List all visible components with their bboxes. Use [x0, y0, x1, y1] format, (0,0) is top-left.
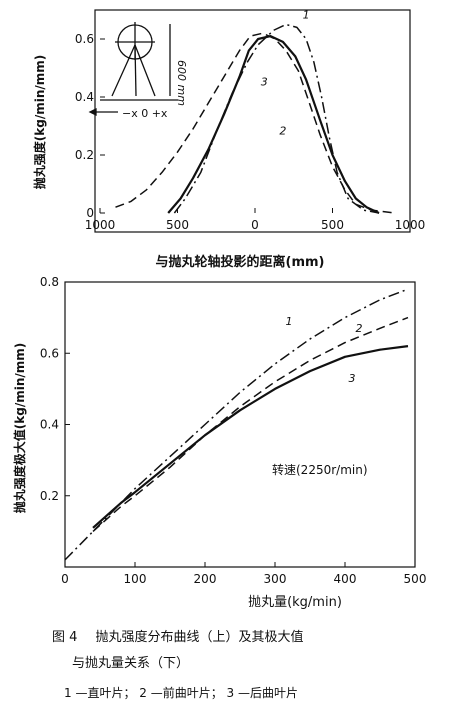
- bottom-x-tick-label: 400: [334, 572, 357, 586]
- bottom-y-axis-label: 抛丸强度极大值(kg/min/mm): [12, 343, 27, 513]
- figure-caption-line2: 与抛丸量关系（下）: [72, 656, 190, 671]
- bottom-series-label-1: 1: [286, 315, 293, 328]
- bottom-series-group: 1 2 3: [64, 288, 409, 561]
- bottom-series-label-3: 3: [349, 372, 356, 385]
- inset-dimension-label: 600 mm: [175, 60, 188, 106]
- inset-blast-line-right: [134, 44, 156, 97]
- bottom-x-axis-label: 抛丸量(kg/min): [248, 595, 342, 610]
- bottom-annotation: 转速(2250r/min): [272, 462, 368, 477]
- bottom-series-line-2: [92, 316, 409, 532]
- top-y-tick-label: 0.2: [75, 148, 94, 162]
- bottom-x-tick-label: 200: [194, 572, 217, 586]
- top-y-axis-label: 抛丸强度(kg/min/mm): [32, 55, 47, 189]
- top-series-line-2: [115, 32, 395, 214]
- bottom-tick-group: 0 100 200 300 400 500 0.2 0.4 0.6 0.8: [40, 275, 427, 586]
- bottom-x-tick-label: 100: [124, 572, 147, 586]
- figure-caption-line1: 图 4 抛丸强度分布曲线（上）及其极大值: [52, 626, 462, 645]
- bottom-x-tick-label: 500: [404, 572, 427, 586]
- top-series-label-3: 3: [261, 75, 268, 88]
- top-x-tick-label: 1000: [85, 218, 116, 232]
- bottom-series-label-2: 2: [356, 322, 363, 335]
- top-series-label-2: 2: [279, 125, 286, 138]
- top-y-tick-label: 0.4: [75, 90, 94, 104]
- bottom-y-tick-label: 0.6: [40, 346, 59, 360]
- figure-caption-legend: 1 —直叶片； 2 —前曲叶片； 3 —后曲叶片: [64, 686, 298, 700]
- bottom-series-line-1: [64, 288, 409, 561]
- top-x-tick-label: 1000: [395, 218, 426, 232]
- figure-number: 图 4: [52, 630, 78, 645]
- bottom-y-tick-label: 0.4: [40, 418, 59, 432]
- top-series-line-3: [167, 35, 380, 214]
- inset-arrow-head: [88, 107, 97, 117]
- inset-schematic: [88, 22, 178, 117]
- inset-axis-label: −x 0 +x: [122, 107, 168, 120]
- bottom-y-tick-label: 0.2: [40, 489, 59, 503]
- top-chart-frame: [94, 9, 411, 233]
- inset-blast-line-mid: [134, 44, 137, 97]
- bottom-series-line-3: [92, 345, 409, 529]
- top-x-axis-label: 与抛丸轮轴投影的距离(mm): [156, 254, 325, 270]
- bottom-chart-frame: [64, 281, 416, 568]
- top-x-tick-label: 500: [321, 218, 344, 232]
- top-y-tick-label: 0: [86, 206, 94, 220]
- inset-blast-line-left: [111, 44, 136, 97]
- top-y-tick-label: 0.6: [75, 32, 94, 46]
- top-series-label-1: 1: [303, 9, 310, 22]
- bottom-chart: 0 100 200 300 400 500 0.2 0.4 0.6 0.8 1 2 3 转速(2250…: [12, 275, 426, 610]
- top-x-tick-label: 0: [251, 218, 259, 232]
- figure-caption-title: 抛丸强度分布曲线（上）及其极大值: [95, 630, 304, 645]
- bottom-y-tick-label: 0.8: [40, 275, 59, 289]
- bottom-x-tick-label: 300: [264, 572, 287, 586]
- bottom-x-tick-label: 0: [61, 572, 69, 586]
- top-x-tick-label: 500: [166, 218, 189, 232]
- top-series-group: 1 2 3: [115, 9, 395, 214]
